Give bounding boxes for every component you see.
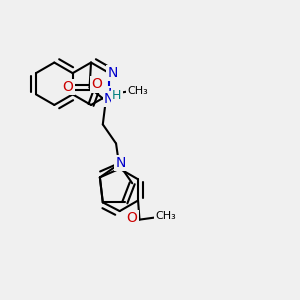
Text: N: N — [107, 66, 118, 80]
Text: O: O — [63, 80, 74, 94]
Text: N: N — [107, 87, 118, 101]
Text: CH₃: CH₃ — [155, 212, 176, 221]
Text: H: H — [112, 89, 122, 102]
Text: O: O — [91, 77, 102, 92]
Text: O: O — [127, 211, 138, 225]
Text: N: N — [115, 156, 126, 170]
Text: N: N — [104, 92, 115, 106]
Text: CH₃: CH₃ — [127, 85, 148, 95]
